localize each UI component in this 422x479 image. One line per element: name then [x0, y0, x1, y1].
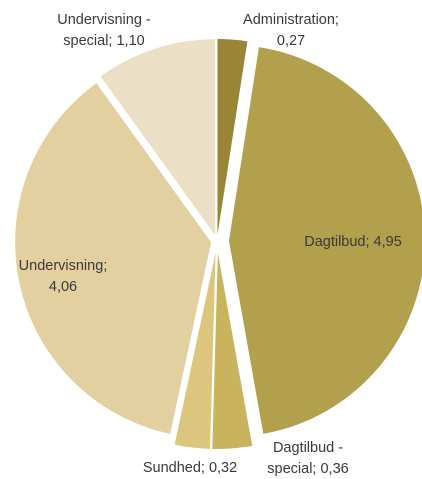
- pie-slice-undervisning: [15, 83, 212, 434]
- data-label-sundhed: Sundhed; 0,32: [143, 460, 237, 476]
- pie-slice-undervisning-special: [100, 39, 216, 236]
- data-label-dagtilbud: Dagtilbud; 4,95: [304, 234, 402, 250]
- data-label-undervisning: Undervisning; 4,06: [19, 258, 108, 295]
- pie-slice-dagtilbud-special: [212, 252, 253, 449]
- data-label-line: Dagtilbud -: [273, 440, 343, 456]
- data-label-line: 0,27: [277, 33, 305, 49]
- pie-slice-administration: [217, 39, 248, 236]
- data-label-line: Dagtilbud; 4,95: [304, 234, 402, 250]
- pie-slice-sundhed: [174, 252, 216, 449]
- pie-labels: Administration; 0,27 Dagtilbud; 4,95 Dagtil…: [19, 12, 402, 477]
- data-label-line: special; 0,36: [267, 461, 348, 477]
- data-label-line: Undervisning -: [57, 12, 151, 28]
- data-label-line: Sundhed; 0,32: [143, 460, 237, 476]
- data-label-dagtilbud-special: Dagtilbud - special; 0,36: [267, 440, 348, 477]
- pie-slices: [15, 39, 422, 449]
- data-label-line: 4,06: [49, 279, 77, 295]
- pie-slice-dagtilbud: [228, 47, 422, 434]
- data-label-line: special; 1,10: [63, 33, 144, 49]
- data-label-line: Undervisning;: [19, 258, 108, 274]
- data-label-undervisning-special: Undervisning - special; 1,10: [57, 12, 151, 49]
- data-label-administration: Administration; 0,27: [243, 12, 339, 49]
- data-label-line: Administration;: [243, 12, 339, 28]
